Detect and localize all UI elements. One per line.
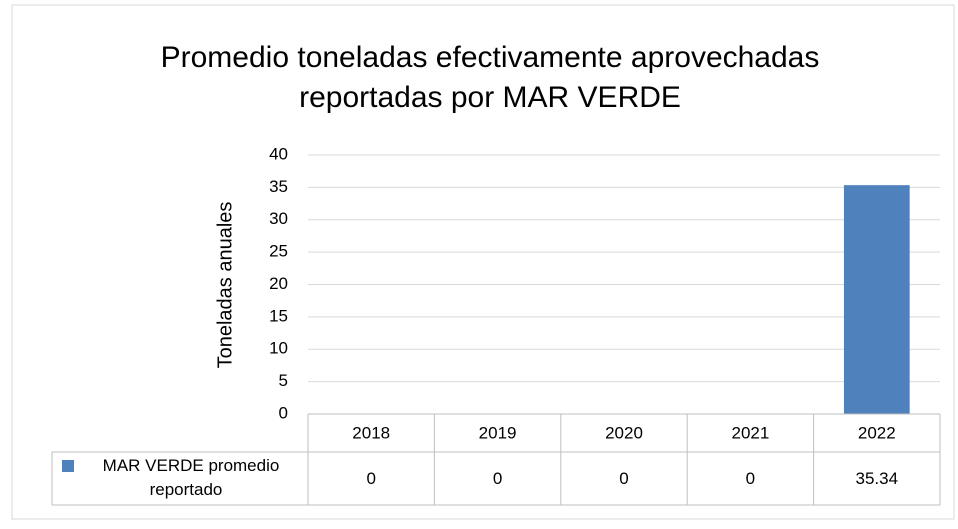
y-tick-label: 35	[269, 177, 288, 196]
y-tick-label: 25	[269, 242, 288, 261]
bar	[843, 185, 910, 414]
y-tick-label: 10	[269, 339, 288, 358]
chart-title: Promedio toneladas efectivamente aprovec…	[160, 41, 820, 114]
table-value: 0	[619, 469, 628, 488]
x-tick-label: 2021	[731, 423, 769, 442]
table-value: 0	[746, 469, 755, 488]
legend-box: MAR VERDE promedio reportado	[102, 456, 280, 499]
y-axis-title: Toneladas anuales	[214, 202, 236, 369]
y-tick-label: 20	[269, 274, 288, 293]
table-value: 35.34	[856, 469, 899, 488]
chart-border	[11, 4, 955, 520]
x-tick-label: 2018	[352, 423, 390, 442]
x-tick-label: 2019	[479, 423, 517, 442]
y-tick-label: 15	[269, 306, 288, 325]
table-value: 0	[493, 469, 502, 488]
table-value: 0	[366, 469, 375, 488]
x-tick-label: 2020	[605, 423, 643, 442]
y-tick-label: 0	[279, 403, 288, 422]
y-tick-label: 40	[269, 144, 288, 163]
title-box: Promedio toneladas efectivamente aprovec…	[160, 41, 820, 114]
legend-label: MAR VERDE promedio reportado	[102, 456, 280, 499]
y-tick-label: 30	[269, 209, 288, 228]
x-tick-label: 2022	[858, 423, 896, 442]
y-tick-label: 5	[279, 371, 288, 390]
legend-swatch	[62, 460, 74, 472]
